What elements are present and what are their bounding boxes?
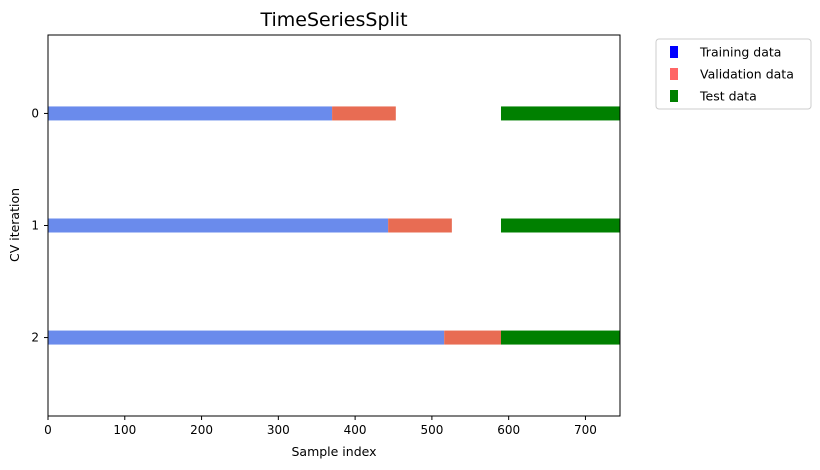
bar-iter1-validation — [388, 218, 452, 233]
legend-label: Validation data — [700, 67, 794, 82]
x-tick-label: 200 — [190, 423, 213, 437]
y-tick-label: 0 — [31, 106, 39, 120]
x-axis-label: Sample index — [291, 444, 376, 459]
bar-iter0-test — [500, 106, 620, 121]
y-tick-label: 1 — [31, 219, 39, 233]
chart-title: TimeSeriesSplit — [259, 9, 407, 31]
legend-box — [655, 38, 812, 110]
bar-iter0-train — [48, 106, 333, 121]
bar-iter2-test — [500, 330, 620, 345]
bar-iter2-validation — [444, 330, 501, 345]
y-axis-label: CV iteration — [7, 188, 22, 262]
legend: Training data Validation data Test data — [655, 38, 812, 110]
y-axis: 0 1 2 — [31, 106, 48, 345]
legend-swatch — [670, 90, 678, 102]
legend-label: Training data — [699, 45, 781, 60]
bars-group — [48, 106, 620, 345]
bar-iter1-train — [48, 218, 389, 233]
x-tick-label: 100 — [113, 423, 136, 437]
bar-iter2-train — [48, 330, 445, 345]
x-tick-label: 700 — [574, 423, 597, 437]
legend-swatch — [670, 68, 678, 80]
x-tick-label: 600 — [497, 423, 520, 437]
x-tick-label: 500 — [420, 423, 443, 437]
x-tick-label: 300 — [267, 423, 290, 437]
x-tick-label: 400 — [344, 423, 367, 437]
y-tick-label: 2 — [31, 331, 39, 345]
bar-iter1-test — [500, 218, 620, 233]
x-axis: 0 100 200 300 400 500 600 700 — [44, 416, 597, 437]
legend-swatch — [670, 46, 678, 58]
legend-label: Test data — [699, 89, 757, 104]
x-tick-label: 0 — [44, 423, 52, 437]
bar-iter0-validation — [332, 106, 396, 121]
